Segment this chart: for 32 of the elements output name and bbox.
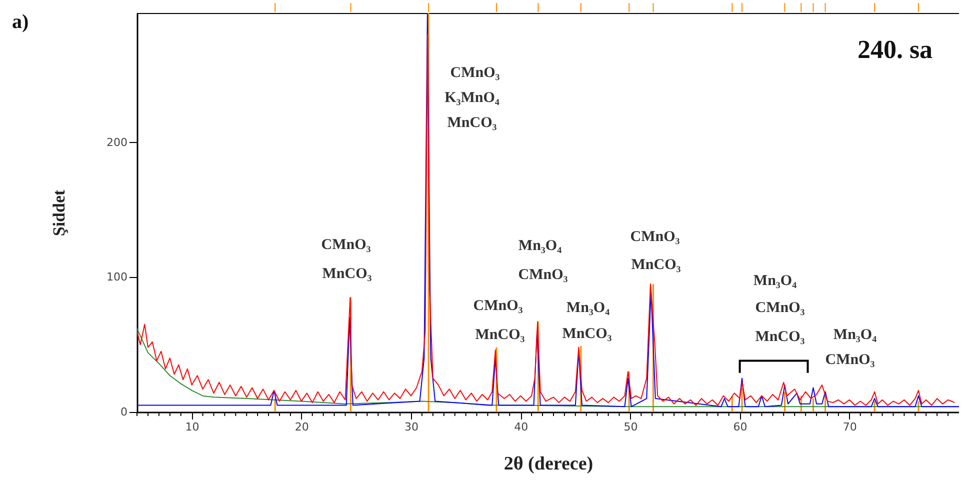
x-tick-label: 10 — [185, 420, 200, 434]
x-tick-label: 30 — [404, 420, 418, 434]
annotation: CMnO₃ — [755, 300, 806, 316]
y-axis-title: Şiddet — [50, 190, 69, 236]
annotation: MnCO₃ — [562, 326, 612, 342]
x-tick-label: 70 — [842, 420, 857, 434]
annotation: Mn₃O₄ — [833, 327, 878, 343]
x-tick-label: 40 — [514, 420, 528, 434]
x-tick-label: 60 — [733, 420, 748, 434]
annotation: MnCO₃ — [322, 266, 372, 282]
annotation: Mn₃O₄ — [753, 273, 798, 289]
x-tick-label: 50 — [624, 420, 638, 434]
annotation: MnCO₃ — [447, 115, 498, 131]
y-tick-label: 0 — [120, 406, 128, 418]
annotation: 240. sa — [857, 35, 933, 64]
annotation: K₃MnO₄ — [444, 90, 500, 106]
annotation: MnCO₃ — [475, 327, 526, 343]
annotation: CMnO₃ — [473, 298, 524, 314]
annotation: CMnO₃ — [630, 229, 680, 245]
x-tick-label: 20 — [294, 420, 309, 434]
annotation: Mn₃O₄ — [566, 300, 610, 316]
annotation: CMnO₃ — [825, 352, 876, 368]
annotation: CMnO₃ — [450, 65, 500, 81]
annotation: MnCO₃ — [755, 329, 806, 345]
annotation: CMnO₃ — [518, 267, 568, 283]
annotation: Mn₃O₄ — [518, 238, 562, 254]
annotation: MnCO₃ — [631, 257, 682, 273]
text: a) — [12, 11, 29, 33]
annotation: CMnO₃ — [321, 237, 372, 253]
x-axis-title: 2θ (derece) — [504, 454, 594, 474]
y-tick-label: 200 — [106, 136, 128, 149]
y-tick-label: 100 — [106, 270, 128, 284]
